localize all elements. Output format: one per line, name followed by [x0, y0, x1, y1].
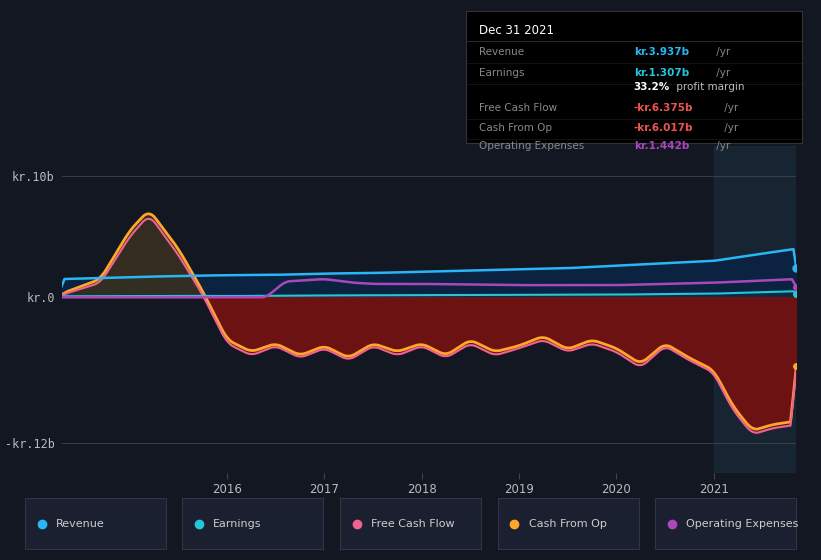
Bar [713, 146, 796, 473]
Text: -kr.6.375b: -kr.6.375b [634, 104, 693, 113]
Text: 33.2%: 33.2% [634, 82, 670, 92]
Text: kr.1.307b: kr.1.307b [634, 68, 689, 78]
Text: Earnings: Earnings [213, 519, 262, 529]
Text: Cash From Op: Cash From Op [479, 123, 552, 133]
Text: kr.1.442b: kr.1.442b [634, 142, 689, 152]
Text: Free Cash Flow: Free Cash Flow [371, 519, 455, 529]
Text: Earnings: Earnings [479, 68, 525, 78]
Text: /yr: /yr [713, 68, 730, 78]
Text: /yr: /yr [722, 104, 739, 113]
Text: kr.3.937b: kr.3.937b [634, 46, 689, 57]
Text: Operating Expenses: Operating Expenses [686, 519, 799, 529]
Text: Dec 31 2021: Dec 31 2021 [479, 25, 554, 38]
Text: Operating Expenses: Operating Expenses [479, 142, 585, 152]
Text: Free Cash Flow: Free Cash Flow [479, 104, 557, 113]
Text: /yr: /yr [713, 142, 730, 152]
Text: profit margin: profit margin [672, 82, 744, 92]
Text: /yr: /yr [722, 123, 739, 133]
Text: Cash From Op: Cash From Op [529, 519, 607, 529]
Text: Revenue: Revenue [56, 519, 104, 529]
Text: /yr: /yr [713, 46, 730, 57]
Text: -kr.6.017b: -kr.6.017b [634, 123, 693, 133]
Text: Revenue: Revenue [479, 46, 524, 57]
